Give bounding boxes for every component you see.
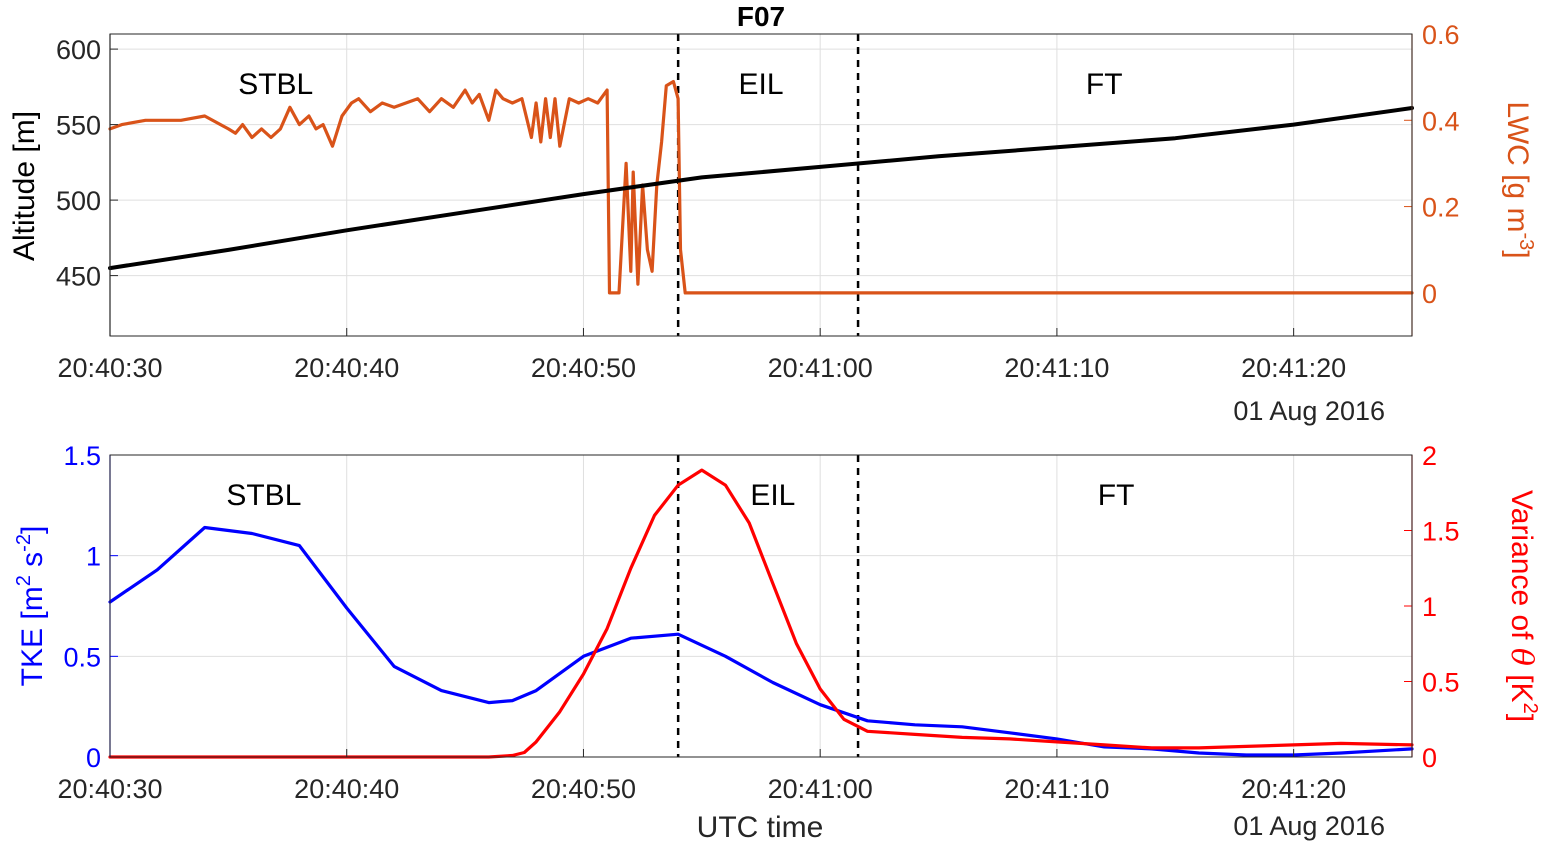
top-lines (108, 79, 1414, 295)
x-tick-label: 20:40:50 (531, 774, 636, 804)
y-tick-label-right: 0.6 (1422, 20, 1460, 50)
bottom-ylabel-left-p4: ] (16, 526, 49, 534)
y-tick-label-right: 0.5 (1422, 668, 1460, 698)
y-tick-label-left: 1.5 (63, 441, 101, 471)
bottom-panel: STBL EIL FT 20:40:30 20:40:40 20:40:50 20:41:… (13, 441, 1541, 844)
top-axes-box (109, 33, 1413, 337)
figure-title: F07 (737, 1, 785, 32)
x-tick-label: 20:41:10 (1004, 774, 1109, 804)
y-tick-label-left: 0.5 (63, 642, 101, 672)
x-tick-label: 20:41:20 (1241, 774, 1346, 804)
theta-variance-line (108, 468, 1414, 759)
top-ylabel-right: LWC [g m-3] (1501, 101, 1537, 258)
region-label-ft: FT (1098, 479, 1135, 512)
top-panel: STBL EIL FT 20:40:30 20:40:40 20:40:50 20:41:… (8, 20, 1537, 426)
bottom-ylabel-left-p1: 2 (13, 575, 35, 586)
x-tick-label: 20:40:30 (57, 353, 162, 383)
y-tick-label-left: 0 (86, 743, 101, 773)
bottom-boundaries (676, 455, 860, 757)
bottom-lines (108, 468, 1414, 759)
top-date-label: 01 Aug 2016 (1233, 396, 1385, 426)
y-tick-label-right: 0 (1422, 743, 1437, 773)
bottom-regions: STBL EIL FT (226, 479, 1134, 512)
y-tick-label-left: 500 (56, 186, 101, 216)
region-label-ft: FT (1086, 68, 1123, 101)
y-tick-label-right: 0.2 (1422, 193, 1460, 223)
bottom-axes-box (109, 454, 1413, 758)
bottom-ylabel-left-p0: TKE [m (16, 586, 49, 686)
x-tick-label: 20:41:10 (1004, 353, 1109, 383)
top-x-ticks: 20:40:30 20:40:40 20:40:50 20:41:00 20:41:10… (57, 328, 1346, 383)
top-ylabel-right-base: LWC [g m (1501, 101, 1534, 232)
x-tick-label: 20:40:50 (531, 353, 636, 383)
bottom-ylabel-left-p2: s (16, 552, 49, 575)
bottom-ylabel-right-p3: 2 (1519, 703, 1541, 714)
top-regions: STBL EIL FT (238, 68, 1122, 101)
bottom-ylabel-right-p0: Variance of (1505, 490, 1538, 648)
x-tick-label: 20:41:20 (1241, 353, 1346, 383)
x-tick-label: 20:40:30 (57, 774, 162, 804)
bottom-ylabel-left: TKE [m2 s-2] (13, 526, 49, 687)
top-ylabel-right-sup: -3 (1515, 232, 1537, 250)
y-tick-label-right: 1 (1422, 592, 1437, 622)
region-label-stbl: STBL (238, 68, 313, 101)
y-tick-label-left: 450 (56, 262, 101, 292)
lwc-line (108, 79, 1414, 295)
bottom-x-ticks: 20:40:30 20:40:40 20:40:50 20:41:00 20:41:10… (57, 749, 1346, 804)
region-label-stbl: STBL (226, 479, 301, 512)
bottom-ylabel-right-p4: ] (1505, 714, 1538, 722)
bottom-ylabel-right-p2: [K (1505, 666, 1538, 703)
top-y-ticks-left: 450 500 550 600 (56, 34, 118, 336)
y-tick-label-right: 1.5 (1422, 517, 1460, 547)
top-ylabel-left: Altitude [m] (8, 111, 41, 261)
bottom-ylabel-right: Variance of θ [K2] (1504, 490, 1541, 722)
y-tick-label-left: 1 (86, 542, 101, 572)
x-tick-label: 20:40:40 (294, 774, 399, 804)
x-tick-label: 20:41:00 (768, 774, 873, 804)
bottom-ylabel-right-p1: θ (1504, 648, 1539, 666)
x-tick-label: 20:41:00 (768, 353, 873, 383)
y-tick-label-right: 0 (1422, 279, 1437, 309)
region-label-eil: EIL (738, 68, 783, 101)
top-boundaries (676, 34, 860, 336)
y-tick-label-right: 2 (1422, 441, 1437, 471)
bottom-y-ticks-left: 0 0.5 1 1.5 (63, 441, 118, 773)
region-label-eil: EIL (750, 479, 795, 512)
x-tick-label: 20:40:40 (294, 353, 399, 383)
bottom-y-ticks-right: 0 0.5 1 1.5 2 (1404, 441, 1460, 773)
bottom-xlabel: UTC time (697, 811, 824, 844)
top-ylabel-right-end: ] (1501, 250, 1534, 258)
y-tick-label-left: 550 (56, 111, 101, 141)
y-tick-label-right: 0.4 (1422, 106, 1460, 136)
y-tick-label-left: 600 (56, 35, 101, 65)
top-grid (109, 34, 1412, 336)
bottom-ylabel-left-p3: -2 (13, 534, 35, 552)
tke-line (108, 525, 1414, 757)
bottom-date-label: 01 Aug 2016 (1233, 811, 1385, 841)
altitude-line (108, 106, 1414, 271)
